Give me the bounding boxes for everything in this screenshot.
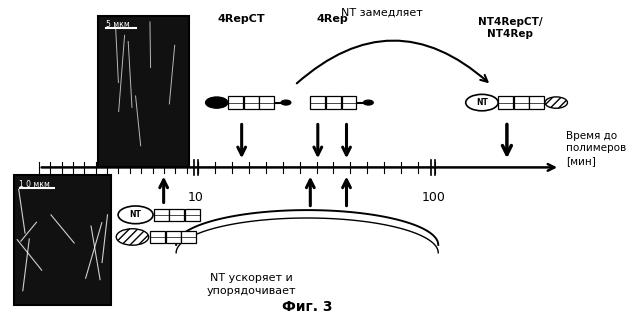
- Bar: [228, 96, 243, 109]
- Circle shape: [545, 97, 568, 108]
- Bar: [498, 96, 513, 109]
- Circle shape: [466, 94, 498, 111]
- Text: Фиг. 3: Фиг. 3: [282, 300, 332, 315]
- Bar: [14, 175, 111, 305]
- Circle shape: [118, 206, 153, 224]
- Bar: [529, 96, 545, 109]
- Bar: [98, 16, 189, 167]
- Bar: [310, 96, 325, 109]
- Bar: [150, 231, 165, 243]
- Bar: [181, 231, 196, 243]
- Bar: [169, 209, 184, 220]
- Text: NT: NT: [130, 210, 141, 219]
- Bar: [259, 96, 274, 109]
- Text: 4RepCT: 4RepCT: [218, 14, 266, 24]
- Circle shape: [364, 100, 373, 105]
- Text: 10: 10: [188, 191, 204, 204]
- Text: NT замедляет: NT замедляет: [341, 8, 423, 18]
- Bar: [514, 96, 529, 109]
- Text: 100: 100: [421, 191, 445, 204]
- Text: 1 0 мкм: 1 0 мкм: [19, 180, 50, 189]
- Text: Время до
полимеров
[мин]: Время до полимеров [мин]: [566, 131, 627, 166]
- Circle shape: [205, 97, 228, 108]
- Bar: [326, 96, 341, 109]
- Text: NT: NT: [476, 98, 488, 107]
- Circle shape: [281, 100, 291, 105]
- Bar: [185, 209, 200, 220]
- Bar: [166, 231, 180, 243]
- Text: NT4RepCT/
NT4Rep: NT4RepCT/ NT4Rep: [477, 17, 542, 39]
- Text: NT ускоряет и
упорядочивает: NT ускоряет и упорядочивает: [206, 273, 296, 296]
- Bar: [342, 96, 356, 109]
- Text: 5 мкм: 5 мкм: [106, 20, 129, 29]
- Circle shape: [116, 229, 148, 245]
- Text: 4Rep: 4Rep: [316, 14, 348, 24]
- Bar: [244, 96, 259, 109]
- Bar: [154, 209, 169, 220]
